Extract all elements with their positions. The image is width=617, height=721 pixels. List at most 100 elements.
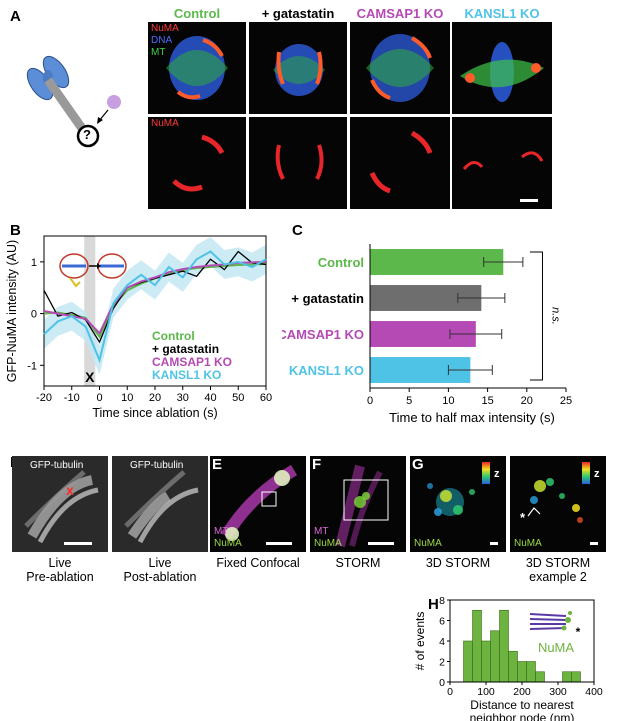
category-label-2: CAMSAP1 KO — [282, 327, 364, 342]
x-tick-label: 0 — [447, 686, 453, 698]
series-line-3 — [43, 250, 267, 364]
micrograph-gatastatin-numa — [249, 117, 347, 209]
legend-entry-0: Control — [152, 329, 195, 343]
channel-label-numa: NuMA — [151, 23, 179, 34]
minus-end-node-icon — [76, 124, 100, 148]
scale-bar — [520, 199, 538, 202]
schematic-question: ? — [83, 127, 91, 142]
x-tick-label: 10 — [121, 392, 133, 404]
hist-bar-11 — [562, 671, 572, 683]
star-marker-g2: * — [520, 510, 526, 525]
star-annotation: * — [576, 625, 581, 639]
y-axis-label: # of events — [413, 612, 427, 671]
hist-bar-5 — [508, 650, 518, 683]
channel-label-mt: MT — [151, 47, 166, 58]
hist-bar-4 — [499, 609, 509, 683]
micrograph-control-merge: NuMA DNA MT — [148, 22, 246, 114]
caption-live-pre: Live Pre-ablation — [26, 556, 94, 584]
panel-label-b: B — [10, 222, 21, 239]
x-axis-label: Time since ablation (s) — [92, 406, 217, 420]
x-tick-label: 20 — [521, 395, 533, 407]
caption-storm: STORM — [335, 556, 381, 570]
spindle-schematic — [26, 55, 121, 148]
channel-label-mt-e: MT — [214, 526, 229, 537]
z-colorbar — [582, 462, 590, 484]
z-label-g: z — [494, 468, 500, 480]
x-tick-label: 30 — [177, 392, 189, 404]
y-tick-label: 1 — [31, 257, 37, 269]
caption-live-post: Live Post-ablation — [123, 556, 197, 584]
panel-label-f: F — [312, 456, 322, 473]
channel-label-dna: DNA — [151, 35, 173, 46]
x-tick-label: 5 — [406, 395, 412, 407]
x-tick-label: 0 — [96, 392, 102, 404]
caption-fixed-confocal: Fixed Confocal — [216, 556, 300, 570]
condition-title-kansl: KANSL1 KO — [464, 6, 540, 21]
micrograph-fixed-confocal: MT NuMA — [210, 456, 306, 552]
x-tick-label: 20 — [149, 392, 161, 404]
scale-bar — [266, 542, 292, 545]
ablation-x-mark: x — [66, 482, 74, 498]
legend-entry-1: + gatastatin — [152, 342, 219, 356]
numa-annotation: NuMA — [538, 640, 574, 655]
x-tick-label: 25 — [560, 395, 572, 407]
panel-label-e: E — [212, 456, 223, 473]
x-tick-label: 10 — [442, 395, 454, 407]
significance-bracket — [529, 251, 543, 381]
scale-bar — [590, 542, 598, 545]
y-tick-label: 0 — [31, 309, 37, 321]
channel-label-numa-f: NuMA — [314, 538, 342, 549]
y-tick-label: 8 — [439, 595, 445, 607]
hist-bar-8 — [535, 671, 545, 683]
x-tick-label: 300 — [549, 686, 567, 698]
x-tick-label: 15 — [481, 395, 493, 407]
caption-3d-storm-example2: 3D STORM example 2 — [525, 556, 591, 584]
ablation-schematic-icon — [59, 253, 127, 288]
ablation-annotation: X — [85, 369, 95, 385]
micrograph-live-pre: GFP-tubulin x — [12, 456, 108, 552]
numa-blob-icon — [107, 95, 121, 109]
x-tick-label: 60 — [260, 392, 272, 404]
y-tick-label: -1 — [27, 360, 37, 372]
micrograph-storm: MT NuMA — [310, 456, 406, 552]
chart-h: 0 100 200 300 400 0 2 4 6 8 Distance to nearestnei… — [413, 595, 603, 721]
hist-bar-1 — [472, 609, 482, 683]
chromosome-icon — [26, 55, 70, 101]
x-tick-label: 100 — [477, 686, 495, 698]
condition-title-control: Control — [173, 6, 221, 21]
x-tick-label: 40 — [204, 392, 216, 404]
chart-c: Control + gatastatin CAMSAP1 KO KANSL1 KO 0 5… — [282, 244, 572, 425]
tubulin-label-pre: GFP-tubulin — [30, 460, 84, 471]
panel-label-h: H — [428, 596, 439, 613]
z-colorbar — [482, 462, 490, 484]
micrograph-camsap-numa — [350, 117, 450, 209]
x-tick-label: 0 — [367, 395, 373, 407]
ablation-shade — [84, 236, 96, 386]
condition-title-camsap: CAMSAP1 KO — [356, 6, 444, 21]
channel-label-numa-g2: NuMA — [514, 538, 542, 549]
hist-bar-6 — [517, 661, 527, 683]
bar-0 — [370, 249, 504, 275]
channel-label-mt-f: MT — [314, 526, 329, 537]
scale-bar — [368, 542, 394, 545]
category-label-3: KANSL1 KO — [289, 363, 364, 378]
x-tick-label: 400 — [585, 686, 603, 698]
channel-label-numa-e: NuMA — [214, 538, 242, 549]
channel-label-numa-row2: NuMA — [151, 118, 179, 129]
y-axis-label: GFP-NuMA intensity (AU) — [5, 240, 19, 382]
scale-bar — [490, 542, 498, 545]
panel-label-a: A — [10, 8, 21, 25]
micrograph-gatastatin-merge — [249, 22, 347, 114]
kfiber-icon — [44, 77, 90, 137]
category-label-0: Control — [318, 255, 364, 270]
x-axis-label-line-0: Distance to nearest — [470, 698, 574, 712]
micrograph-kansl-merge — [452, 22, 552, 114]
y-tick-label: 4 — [439, 636, 445, 648]
legend-entry-3: KANSL1 KO — [152, 368, 221, 382]
y-tick-label: 2 — [439, 657, 445, 669]
x-tick-label: -20 — [36, 392, 52, 404]
scale-bar — [64, 542, 92, 545]
micrograph-kansl-numa — [452, 117, 552, 209]
legend-entry-2: CAMSAP1 KO — [152, 355, 232, 369]
